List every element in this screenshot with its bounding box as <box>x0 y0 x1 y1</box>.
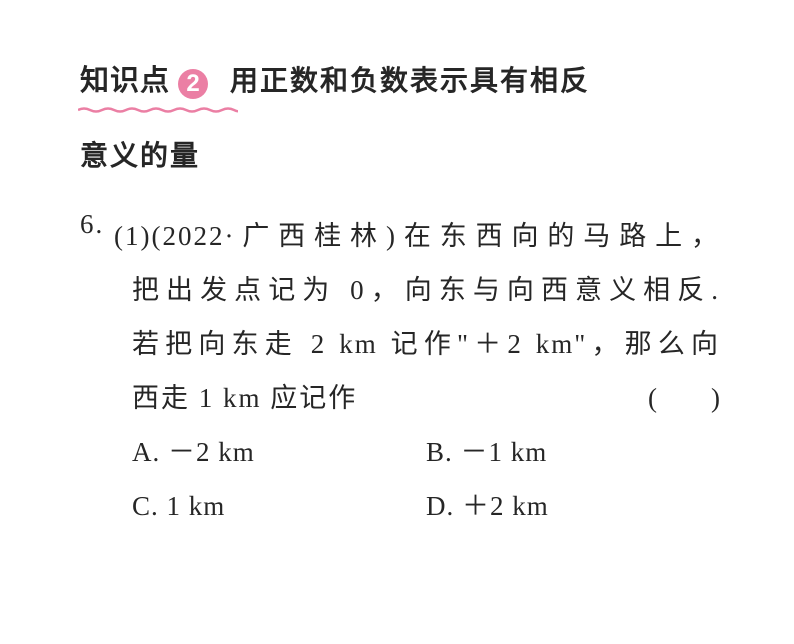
kp-label-wrap: 知识点 2 <box>80 58 208 104</box>
wavy-underline-icon <box>78 107 238 113</box>
problem-6: 6. (1)(2022·广西桂林)在东西向的马路上， 把出发点记为 0，向东与向… <box>80 209 720 533</box>
option-b: B. －1 km <box>426 425 720 479</box>
problem-first-row: 6. (1)(2022·广西桂林)在东西向的马路上， <box>80 209 720 263</box>
problem-line-3: 若把向东走 2 km 记作"＋2 km"，那么向 <box>132 317 720 371</box>
problem-line-1: (1)(2022·广西桂林)在东西向的马路上， <box>114 209 720 263</box>
kp-title-line2: 意义的量 <box>80 134 720 179</box>
answer-blank-paren: ( ) <box>648 371 720 425</box>
kp-number-badge: 2 <box>178 69 208 99</box>
problem-indent-body: 把出发点记为 0，向东与向西意义相反. 若把向东走 2 km 记作"＋2 km"… <box>80 263 720 533</box>
problem-body: (1)(2022·广西桂林)在东西向的马路上， <box>114 209 720 263</box>
problem-line4-lead: 西走 1 km 应记作 <box>132 371 357 425</box>
problem-source: (1)(2022·广西桂林) <box>114 221 397 251</box>
problem-number: 6. <box>80 209 114 263</box>
options-grid: A. －2 km B. －1 km C. 1 km D. ＋2 km <box>132 425 720 533</box>
page-content: 知识点 2 用正数和负数表示具有相反 意义的量 6. (1)(2022·广西桂林… <box>80 58 720 533</box>
option-d: D. ＋2 km <box>426 479 720 533</box>
kp-title-line1: 用正数和负数表示具有相反 <box>230 65 590 96</box>
kp-label: 知识点 <box>80 65 170 97</box>
problem-line-4: 西走 1 km 应记作 ( ) <box>132 371 720 425</box>
knowledge-point-header: 知识点 2 用正数和负数表示具有相反 意义的量 <box>80 58 720 179</box>
problem-line1-tail: 在东西向的马路上， <box>397 221 720 251</box>
problem-line-2: 把出发点记为 0，向东与向西意义相反. <box>132 263 720 317</box>
option-a: A. －2 km <box>132 425 426 479</box>
option-c: C. 1 km <box>132 479 426 533</box>
